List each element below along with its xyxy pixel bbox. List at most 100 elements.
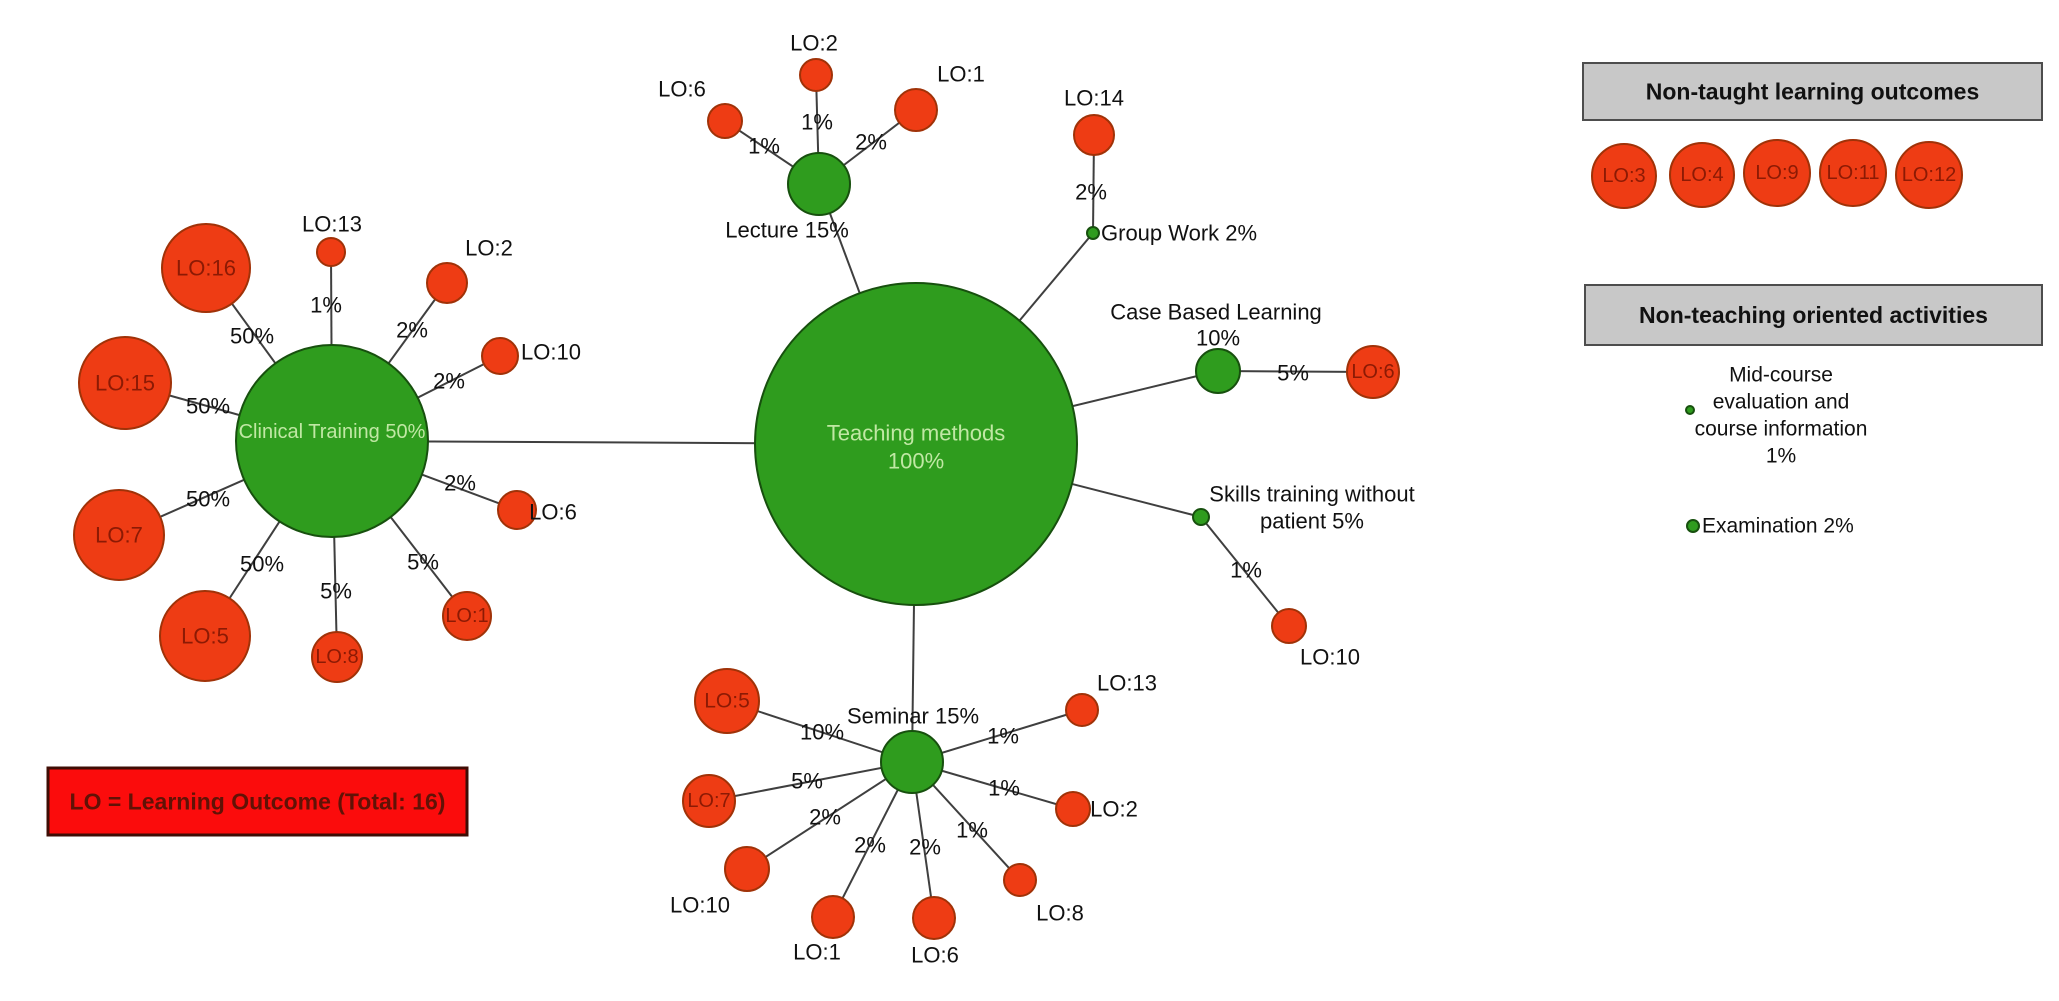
node-lo2-seminar — [1055, 791, 1091, 827]
node-lo6-cbl-label-0: LO:6 — [1351, 361, 1394, 383]
label-lo2-lecture-name: LO:2 — [790, 31, 838, 56]
node-teaching-methods-label-1: 100% — [888, 449, 944, 474]
node-lo5-seminar — [694, 668, 760, 734]
edge-label-clinical-training--lo2-clinical: 2% — [396, 318, 428, 343]
label-lo6-clinical-name: LO:6 — [529, 500, 577, 525]
label-lo2-clinical-name: LO:2 — [465, 236, 513, 261]
node-lo5-seminar-label-0: LO:5 — [704, 690, 750, 713]
label-lo6-lecture-name: LO:6 — [658, 77, 706, 102]
edge-label-case-based-learning--lo6-cbl: 5% — [1277, 361, 1309, 386]
node-lo9-panel-label-0: LO:9 — [1755, 162, 1798, 184]
label-lo1-seminar-name: LO:1 — [793, 940, 841, 965]
label-seminar-name: Seminar 15% — [847, 704, 979, 729]
edge-label-skills-training--lo10-skills: 1% — [1230, 558, 1262, 583]
label-lo1-lecture-name: LO:1 — [937, 62, 985, 87]
edge-label-lecture--lo1-lecture: 2% — [855, 130, 887, 155]
node-lo8-clinical — [311, 631, 363, 683]
label-mid-course-1: Mid-course — [1729, 364, 1833, 387]
node-skills-training — [1192, 508, 1210, 526]
node-lo3-panel — [1591, 143, 1657, 209]
label-lo2-seminar-name: LO:2 — [1090, 797, 1138, 822]
label-cbl-name-1: Case Based Learning — [1110, 300, 1322, 325]
node-lo16-clinical — [161, 223, 251, 313]
label-skills-name-2: patient 5% — [1260, 509, 1364, 534]
label-mid-course-4: 1% — [1766, 445, 1796, 468]
node-lo12-panel-label-0: LO:12 — [1902, 164, 1956, 186]
edge-label-lecture--lo2-lecture: 1% — [801, 110, 833, 135]
node-clinical-training — [235, 344, 429, 538]
node-lo13-clinical — [316, 237, 346, 267]
node-lo4-panel-label-0: LO:4 — [1680, 164, 1723, 186]
node-lo7-clinical-label-0: LO:7 — [95, 523, 143, 548]
node-lo9-panel — [1743, 139, 1811, 207]
edge-label-clinical-training--lo5-clinical: 50% — [240, 552, 284, 577]
boxes-layer: LO = Learning Outcome (Total: 16) Non-tau… — [46, 62, 2043, 837]
label-lo8-seminar-name: LO:8 — [1036, 901, 1084, 926]
label-lo10-skills-name: LO:10 — [1300, 645, 1360, 670]
node-lo1-lecture — [894, 88, 938, 132]
label-lo10-seminar-name: LO:10 — [670, 893, 730, 918]
edge-label-seminar--lo5-seminar: 10% — [800, 720, 844, 745]
edge-label-seminar--lo1-seminar: 2% — [854, 833, 886, 858]
edge-label-seminar--lo6-seminar: 2% — [909, 835, 941, 860]
nodes-layer: Teaching methods 100% Clinical Training 50… — [73, 58, 1963, 940]
edge-label-clinical-training--lo1-clinical: 5% — [407, 550, 439, 575]
node-lo11-panel — [1819, 139, 1887, 207]
label-mid-course-2: evaluation and — [1713, 391, 1850, 414]
box-header-non-taught — [1582, 62, 2043, 121]
node-seminar — [880, 730, 944, 794]
edge-label-clinical-training--lo16-clinical: 50% — [230, 324, 274, 349]
edge-label-clinical-training--lo13-clinical: 1% — [310, 293, 342, 318]
node-teaching-methods — [754, 282, 1078, 606]
node-lo1-seminar — [811, 895, 855, 939]
node-lo11-panel-label-0: LO:11 — [1827, 162, 1880, 184]
label-skills-name-1: Skills training without — [1209, 482, 1414, 507]
node-lo6-seminar — [912, 896, 956, 940]
edge-label-clinical-training--lo7-clinical: 50% — [186, 487, 230, 512]
box-legend-lo — [46, 766, 469, 837]
label-group-work-name: Group Work 2% — [1101, 221, 1257, 246]
node-lo15-clinical-label-0: LO:15 — [95, 371, 155, 396]
label-lo10-clinical-name: LO:10 — [521, 340, 581, 365]
label-mid-course-3: course information — [1695, 418, 1868, 441]
node-lo10-seminar — [724, 846, 770, 892]
node-lecture — [787, 152, 851, 216]
label-lo14-name: LO:14 — [1064, 86, 1124, 111]
node-clinical-training-label-0: Clinical Training 50% — [239, 421, 426, 443]
box-legend-lo-label: LO = Learning Outcome (Total: 16) — [70, 789, 446, 815]
node-lo7-seminar-label-0: LO:7 — [687, 790, 730, 812]
node-case-based-learning — [1195, 348, 1241, 394]
edge-label-lo14-groupwork--group-work: 2% — [1075, 180, 1107, 205]
edge-label-lecture--lo6-lecture: 1% — [748, 134, 780, 159]
node-lo10-skills — [1271, 608, 1307, 644]
node-lo3-panel-label-0: LO:3 — [1602, 165, 1645, 187]
box-header-non-teaching-label: Non-teaching oriented activities — [1639, 302, 1988, 328]
floating-labels-layer: Lecture 15% Seminar 15% Case Based Learnin… — [302, 31, 1867, 968]
edge-label-clinical-training--lo10-clinical: 2% — [433, 369, 465, 394]
node-group-work — [1086, 226, 1100, 240]
edge-label-seminar--lo7-seminar: 5% — [791, 769, 823, 794]
label-lo13-clinical-name: LO:13 — [302, 212, 362, 237]
label-cbl-name-2: 10% — [1196, 326, 1240, 351]
node-lo8-seminar — [1003, 863, 1037, 897]
node-lo6-lecture — [707, 103, 743, 139]
node-lo14-groupwork — [1073, 114, 1115, 156]
node-lo7-clinical — [73, 489, 165, 581]
node-lo13-seminar — [1065, 693, 1099, 727]
edge-label-seminar--lo8-seminar: 1% — [956, 818, 988, 843]
node-teaching-methods-label-0: Teaching methods — [827, 421, 1006, 446]
node-lo2-clinical — [426, 262, 468, 304]
node-examination-dot — [1686, 519, 1700, 533]
node-lo15-clinical — [78, 336, 172, 430]
edge-seminar--lo10-seminar — [746, 761, 913, 870]
edge-label-seminar--lo13-seminar: 1% — [987, 724, 1019, 749]
label-lo6-seminar-name: LO:6 — [911, 943, 959, 968]
node-lo8-clinical-label-0: LO:8 — [315, 646, 358, 668]
box-header-non-taught-label: Non-taught learning outcomes — [1646, 79, 1980, 105]
edge-label-clinical-training--lo6-clinical: 2% — [444, 471, 476, 496]
edge-label-seminar--lo2-seminar: 1% — [988, 776, 1020, 801]
label-lecture-name: Lecture 15% — [725, 218, 849, 243]
node-lo2-lecture — [799, 58, 833, 92]
